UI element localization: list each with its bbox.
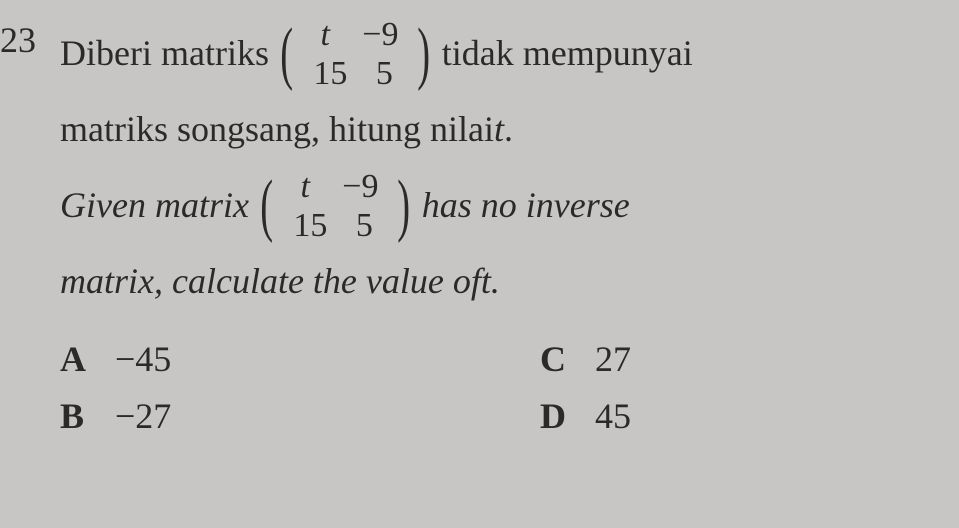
matrix-2: ( t −9 15 5 ) <box>255 167 416 245</box>
line-2: matriks songsang, hitung nilai t . <box>60 101 929 159</box>
options-col-right: C 27 D 45 <box>540 331 631 446</box>
line1-before: Diberi matriks <box>60 25 269 83</box>
option-value-d: 45 <box>595 388 631 446</box>
line2-text: matriks songsang, hitung nilai <box>60 101 494 159</box>
question-body: Diberi matriks ( t −9 15 5 ) tidak mempu… <box>60 15 929 446</box>
matrix-row-2: 15 5 <box>280 206 390 245</box>
line2-end: . <box>504 101 513 159</box>
matrix-1: ( t −9 15 5 ) <box>275 15 436 93</box>
matrix-cell-r1c2: −9 <box>330 167 390 206</box>
line4-end: . <box>491 253 500 311</box>
option-letter-d: D <box>540 388 595 446</box>
option-value-a: −45 <box>115 331 171 389</box>
matrix-cell-r2c1: 15 <box>301 54 359 93</box>
options: A −45 B −27 C 27 D 45 <box>60 331 929 446</box>
line2-var: t <box>494 101 504 159</box>
paren-left-icon: ( <box>260 178 273 234</box>
option-letter-c: C <box>540 331 595 389</box>
line-4: matrix, calculate the value of t . <box>60 253 929 311</box>
line3-after: has no inverse <box>422 177 630 235</box>
option-value-c: 27 <box>595 331 631 389</box>
option-letter-b: B <box>60 388 115 446</box>
paren-right-icon: ) <box>418 26 431 82</box>
question-container: 23 Diberi matriks ( t −9 15 5 ) tidak m <box>0 15 929 446</box>
line4-var: t <box>481 253 491 311</box>
option-value-b: −27 <box>115 388 171 446</box>
matrix-row-2: 15 5 <box>300 54 410 93</box>
option-d: D 45 <box>540 388 631 446</box>
paren-right-icon: ) <box>398 178 411 234</box>
line-1: Diberi matriks ( t −9 15 5 ) tidak mempu… <box>60 15 929 93</box>
matrix-cell-r2c2: 5 <box>339 206 389 245</box>
matrix-content: t −9 15 5 <box>300 15 410 93</box>
matrix-cell-r2c2: 5 <box>359 54 409 93</box>
paren-left-icon: ( <box>280 26 293 82</box>
matrix-cell-r1c1: t <box>280 167 330 206</box>
matrix-content: t −9 15 5 <box>280 167 390 245</box>
option-b: B −27 <box>60 388 540 446</box>
line3-before: Given matrix <box>60 177 249 235</box>
matrix-cell-r1c2: −9 <box>350 15 410 54</box>
line4-text: matrix, calculate the value of <box>60 253 481 311</box>
matrix-cell-r2c1: 15 <box>281 206 339 245</box>
options-col-left: A −45 B −27 <box>60 331 540 446</box>
matrix-cell-r1c1: t <box>300 15 350 54</box>
matrix-row-1: t −9 <box>280 167 390 206</box>
question-number: 23 <box>0 15 36 65</box>
matrix-row-1: t −9 <box>300 15 410 54</box>
line-3: Given matrix ( t −9 15 5 ) has no invers… <box>60 167 929 245</box>
option-a: A −45 <box>60 331 540 389</box>
line1-after: tidak mempunyai <box>442 25 693 83</box>
option-letter-a: A <box>60 331 115 389</box>
option-c: C 27 <box>540 331 631 389</box>
